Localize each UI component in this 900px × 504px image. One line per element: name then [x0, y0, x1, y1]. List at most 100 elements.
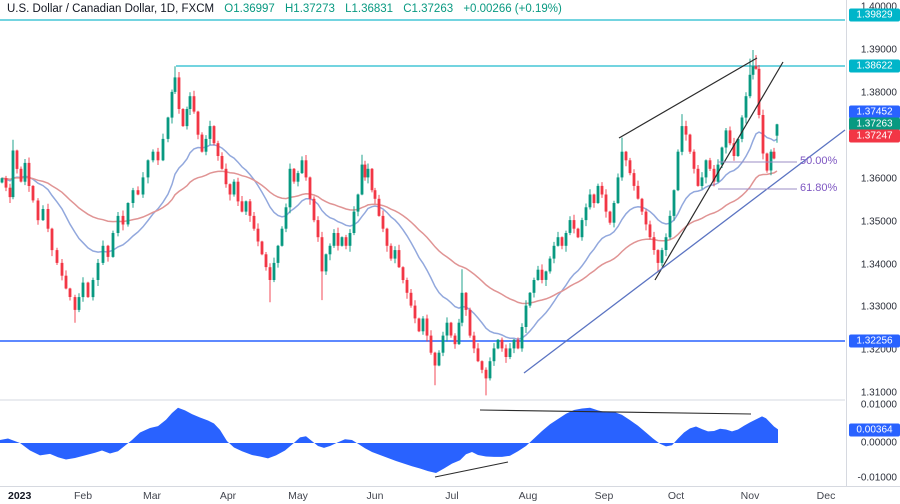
time-axis-label: Oct — [667, 490, 685, 502]
candle — [728, 130, 732, 144]
price-axis-tick: 1.38000 — [860, 87, 897, 99]
candle — [504, 348, 508, 357]
candles-layer — [0, 50, 779, 396]
candle — [340, 237, 344, 246]
candle — [532, 280, 536, 293]
candle — [608, 211, 612, 223]
price-scale[interactable]: 1.40000 1.39000 1.38000 1.36000 1.35000 1.340… — [846, 0, 900, 486]
candle — [680, 126, 684, 152]
candle — [560, 237, 564, 246]
candle — [170, 91, 174, 118]
fib-retracement-lines[interactable] — [718, 161, 797, 190]
candle — [437, 352, 441, 366]
candle — [516, 339, 520, 349]
candle — [31, 185, 35, 201]
candle — [468, 309, 472, 336]
candle — [401, 267, 405, 280]
candle — [445, 322, 449, 336]
candle — [712, 168, 716, 182]
candle — [96, 262, 100, 280]
candle — [405, 280, 409, 293]
candle — [77, 297, 81, 310]
candle — [240, 201, 244, 212]
candle — [324, 254, 328, 272]
ohlc-high: H1.37273 — [285, 3, 335, 15]
candle — [692, 151, 696, 169]
candle — [676, 151, 680, 191]
candle — [576, 228, 580, 238]
candle — [232, 181, 236, 195]
candle — [106, 245, 110, 257]
candle — [363, 164, 367, 178]
candle — [500, 339, 504, 349]
candle — [296, 173, 300, 182]
candle — [536, 269, 540, 280]
candle — [628, 160, 632, 174]
candle — [192, 96, 196, 112]
wedge-lower-trendline[interactable] — [654, 61, 784, 281]
ma-slow-value-badge: 1.37247 — [849, 129, 900, 143]
candle — [664, 237, 668, 250]
support-price-badge: 1.32256 — [849, 334, 900, 348]
time-scale[interactable]: 2023 Feb Mar Apr May Jun Jul Aug Sep Oct Nov Dec — [0, 486, 900, 504]
candle — [244, 201, 248, 212]
candle — [751, 66, 755, 75]
candle — [425, 318, 429, 336]
candle — [272, 262, 276, 280]
candle — [385, 228, 389, 246]
candle — [520, 327, 524, 349]
candle — [377, 198, 381, 216]
candle — [453, 335, 457, 345]
candle — [360, 164, 364, 195]
candle — [524, 305, 528, 327]
candle — [580, 220, 584, 238]
candle — [73, 297, 77, 310]
candle — [632, 173, 636, 186]
candle — [4, 178, 8, 188]
symbol-title[interactable]: U.S. Dollar / Canadian Dollar, 1D, FXCM — [7, 3, 215, 15]
candle — [248, 201, 252, 216]
oscillator-value-badge: 0.00364 — [849, 423, 900, 437]
candle — [488, 361, 492, 379]
candle — [352, 211, 356, 233]
candle — [91, 280, 95, 298]
candle — [161, 138, 165, 161]
candle — [568, 220, 572, 233]
candle — [308, 177, 312, 199]
time-axis-label: Dec — [816, 490, 836, 502]
oscillator-pane — [0, 407, 778, 473]
candle — [652, 237, 656, 250]
candle — [81, 282, 85, 298]
candle — [656, 250, 660, 263]
candle — [757, 68, 761, 115]
candle — [612, 203, 616, 223]
time-axis-label: Mar — [142, 490, 162, 502]
candle — [417, 318, 421, 332]
price-axis-tick: 1.34000 — [860, 259, 897, 271]
wedge-upper-trendline[interactable] — [618, 57, 758, 139]
candle — [370, 168, 374, 191]
candle — [472, 335, 476, 349]
candle — [260, 241, 264, 255]
candle — [252, 215, 256, 229]
symbol-legend[interactable]: U.S. Dollar / Canadian Dollar, 1D, FXCM … — [7, 3, 562, 15]
candle — [166, 117, 170, 139]
oscillator-rising-trendline[interactable] — [434, 461, 509, 478]
horizontal-price-lines[interactable] — [0, 19, 845, 342]
candle — [288, 168, 292, 208]
candle — [101, 245, 105, 263]
candle — [11, 150, 15, 198]
drawn-trendlines[interactable] — [434, 57, 846, 478]
candle — [769, 151, 773, 171]
candle — [624, 151, 628, 161]
candle — [344, 237, 348, 246]
candle — [413, 305, 417, 319]
candle — [264, 254, 268, 268]
rising-support-trendline[interactable] — [523, 129, 846, 374]
candle — [496, 339, 500, 349]
candle — [441, 335, 445, 353]
candle — [208, 126, 212, 139]
oscillator-divergence-trendline[interactable] — [479, 409, 752, 415]
